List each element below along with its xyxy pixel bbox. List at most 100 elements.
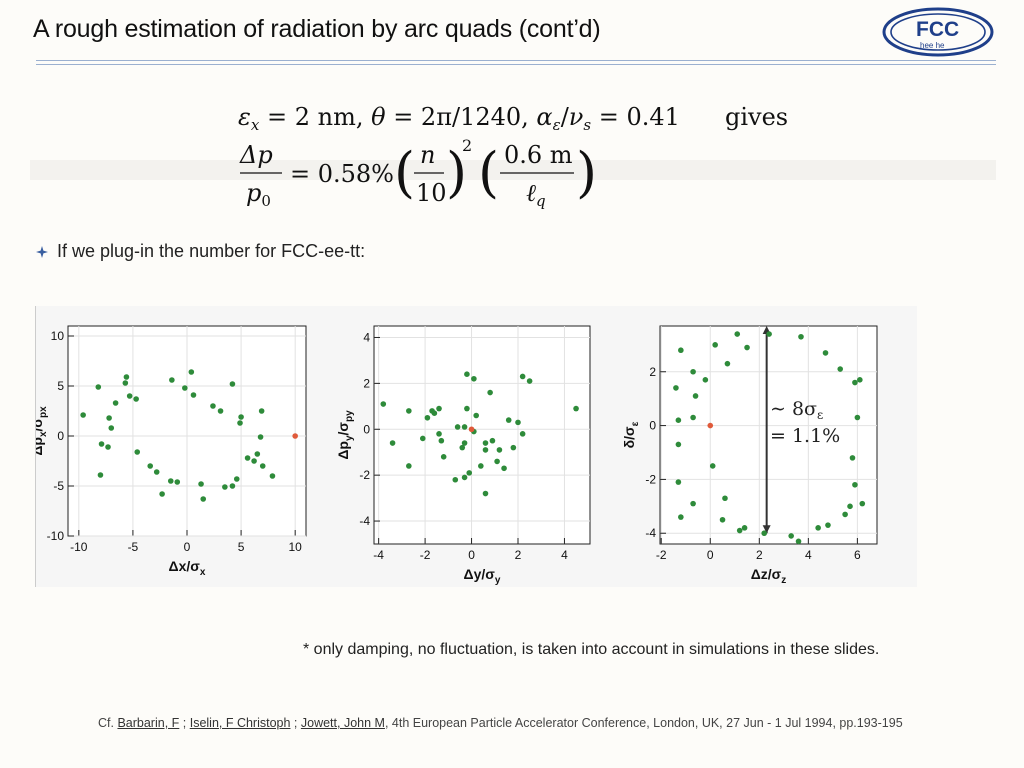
logo-text: FCC [916, 18, 959, 41]
y-tick-label: -10 [47, 529, 65, 543]
data-point [709, 463, 716, 469]
x-tick-label: 6 [854, 548, 861, 562]
data-point [690, 500, 696, 507]
frac1-numerator: Δp [239, 141, 273, 169]
frac2-denominator: 10 [416, 179, 447, 207]
data-point [123, 374, 130, 380]
data-point [406, 463, 412, 469]
x-tick-label: -4 [373, 548, 384, 562]
data-point [122, 380, 129, 386]
sym-eq2: = 2π/1240, [386, 103, 537, 131]
sym-nu: ν [569, 103, 584, 131]
sym-eq3: = 0.41 [591, 103, 680, 131]
spread-arrow-head-bottom [762, 525, 771, 534]
data-point [857, 377, 863, 383]
plot-dy-dpy: -4 -2 0 2 4 -4 -2 0 2 4 Δy/σy Δpy/σpy [335, 325, 591, 586]
bullet-item: If we plug-in the number for FCC-ee-tt: [35, 241, 365, 262]
data-point [466, 470, 473, 476]
data-point [482, 440, 489, 446]
data-point [190, 392, 197, 398]
data-point [766, 331, 772, 337]
data-point [852, 379, 858, 386]
data-point [188, 369, 195, 375]
data-point [482, 490, 489, 497]
sym-alpha-sub: ε [553, 116, 561, 134]
y-tick-label: 2 [363, 376, 370, 390]
data-point [259, 463, 266, 469]
data-point [222, 484, 228, 490]
citation-details: , 4th European Particle Accelerator Conf… [384, 716, 903, 730]
data-point [258, 408, 265, 414]
data-point [406, 408, 412, 414]
data-point [424, 414, 431, 421]
data-point [380, 401, 387, 407]
x-tick-label: 4 [805, 548, 812, 562]
citation-author-jowett[interactable]: Jowett, John M [300, 716, 385, 730]
data-point [95, 384, 102, 390]
data-point [229, 483, 236, 489]
x-tick-label: -10 [70, 540, 88, 554]
logo-ring-outer [882, 7, 994, 57]
y-axis-label: Δpx/σpx [36, 406, 49, 456]
data-point [80, 412, 86, 418]
data-point [133, 396, 139, 402]
data-point [169, 377, 175, 383]
data-point [519, 373, 526, 380]
x-tick-label: -5 [128, 540, 139, 554]
citation-separator: ; [179, 716, 190, 730]
paren-close-1: ) [446, 141, 467, 204]
data-point [237, 420, 243, 426]
paren-open-2: ( [478, 141, 499, 204]
y-tick-label: 5 [57, 379, 64, 393]
data-point [505, 417, 512, 423]
sym-epsilon: ε [238, 103, 251, 131]
frac1-denominator: p0 [246, 179, 271, 210]
data-point [788, 533, 794, 539]
formula-exponent: 2 [462, 136, 472, 155]
frac2-numerator: n [420, 141, 435, 169]
x-tick-label: 4 [561, 548, 568, 562]
data-point [269, 473, 276, 479]
data-point [849, 455, 856, 461]
citation-author-iselin[interactable]: Iselin, F Christoph [189, 716, 291, 730]
data-point [464, 371, 470, 377]
data-point [389, 440, 396, 446]
y-tick-label: 4 [363, 330, 370, 344]
y-tick-label: -2 [645, 472, 656, 486]
data-point [438, 437, 445, 444]
y-tick-label: 0 [363, 422, 370, 436]
sym-eq1: = 2 nm, [259, 103, 371, 131]
data-point [419, 435, 426, 442]
data-point [678, 347, 684, 354]
data-point [526, 378, 533, 384]
data-point [690, 414, 696, 421]
data-point [471, 375, 477, 382]
data-point [200, 496, 207, 502]
data-point [692, 393, 699, 399]
data-point [167, 478, 174, 484]
highlight-point [292, 433, 298, 439]
paren-close-2: ) [576, 141, 597, 204]
y-tick-label: -4 [645, 526, 656, 540]
x-tick-label: 2 [756, 548, 763, 562]
data-point [459, 444, 466, 451]
sym-alpha: α [536, 103, 552, 131]
data-point [494, 458, 500, 465]
citation-separator: ; [290, 716, 301, 730]
title-rule-secondary [36, 64, 996, 65]
data-point [478, 463, 484, 469]
x-tick-label: 0 [707, 548, 714, 562]
data-point [675, 417, 682, 423]
data-point [722, 495, 728, 502]
data-point [573, 405, 579, 412]
data-point [106, 415, 112, 421]
data-point [105, 444, 111, 450]
data-point [678, 514, 684, 520]
citation-author-barbarin[interactable]: Barbarin, F [117, 716, 180, 730]
data-point [736, 527, 743, 534]
formula-line-2: Δp p0 = 0.58% ( n 10 ) 2 ( 0.6 m ℓq ) [239, 136, 597, 210]
data-point [675, 479, 682, 485]
data-point [673, 385, 679, 391]
fcc-logo: FCC hee he [882, 7, 994, 57]
